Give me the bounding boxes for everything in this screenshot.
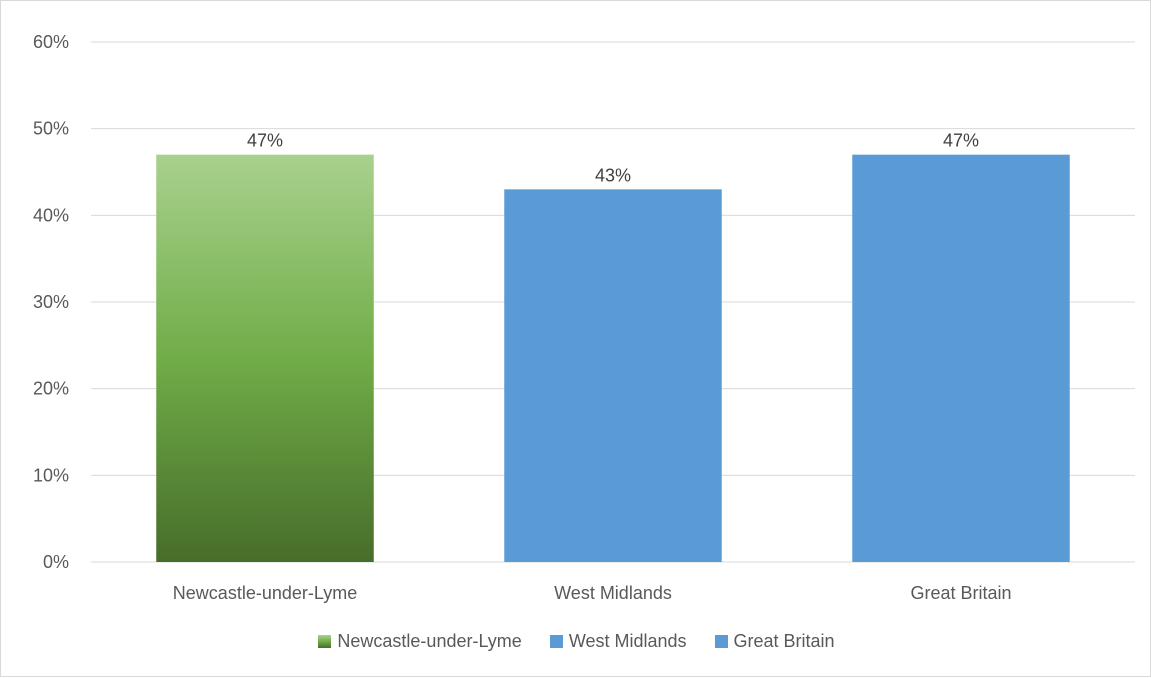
y-tick-label: 0% — [43, 552, 69, 572]
legend-label: Newcastle-under-Lyme — [337, 631, 522, 651]
legend-swatch — [549, 635, 563, 648]
bar-great-britain — [852, 154, 1070, 562]
x-category-label: Newcastle-under-Lyme — [173, 583, 357, 603]
data-label: 47% — [943, 131, 979, 151]
legend-label: West Midlands — [568, 631, 687, 651]
data-label: 43% — [595, 165, 631, 185]
y-tick-label: 50% — [33, 119, 69, 139]
x-category-label: Great Britain — [910, 583, 1011, 603]
y-tick-label: 20% — [33, 379, 69, 399]
data-label: 47% — [247, 131, 283, 151]
bars — [156, 154, 1070, 563]
legend-item: West Midlands — [549, 631, 687, 652]
y-tick-label: 10% — [33, 465, 69, 485]
legend-label: Great Britain — [733, 631, 835, 651]
bar-west-midlands — [504, 189, 722, 563]
y-tick-label: 60% — [33, 32, 69, 52]
legend: Newcastle-under-Lyme West Midlands Great B… — [1, 631, 1151, 652]
y-axis-tick-labels: 0% 10% 20% 30% 40% 50% 60% — [33, 32, 69, 572]
bar-newcastle-under-lyme — [156, 154, 374, 562]
y-tick-label: 40% — [33, 205, 69, 225]
legend-item: Great Britain — [714, 631, 835, 652]
legend-swatch — [714, 635, 728, 648]
data-labels: 47% 43% 47% — [247, 131, 979, 186]
legend-swatch — [318, 635, 332, 648]
legend-item: Newcastle-under-Lyme — [318, 631, 522, 652]
y-tick-label: 30% — [33, 292, 69, 312]
x-category-label: West Midlands — [554, 583, 672, 603]
x-axis-category-labels: Newcastle-under-Lyme West Midlands Great B… — [173, 583, 1012, 603]
